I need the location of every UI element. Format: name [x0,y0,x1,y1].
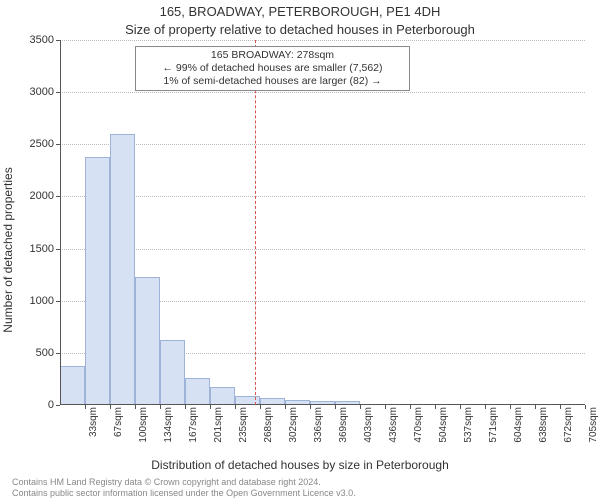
y-tick-label: 3500 [30,34,54,46]
histogram-bar [110,134,135,405]
x-tick-label: 436sqm [388,407,399,443]
x-tick-label: 638sqm [538,407,549,443]
chart-title-main: 165, BROADWAY, PETERBOROUGH, PE1 4DH [0,4,600,19]
grid-line [60,40,585,41]
x-tick-label: 470sqm [413,407,424,443]
annotation-line-2: ← 99% of detached houses are smaller (7,… [142,62,403,75]
x-tick-mark [535,405,536,409]
x-tick-mark [285,405,286,409]
x-tick-mark [410,405,411,409]
x-tick-mark [310,405,311,409]
annotation-line-1: 165 BROADWAY: 278sqm [142,49,403,62]
x-tick-mark [510,405,511,409]
y-tick-label: 2000 [30,190,54,202]
x-tick-mark [385,405,386,409]
x-tick-mark [85,405,86,409]
x-tick-label: 201sqm [213,407,224,443]
x-tick-mark [135,405,136,409]
grid-line [60,249,585,250]
x-tick-label: 100sqm [138,407,149,443]
y-tick-label: 3000 [30,86,54,98]
y-tick-label: 1000 [30,295,54,307]
x-tick-label: 268sqm [263,407,274,443]
x-tick-mark [235,405,236,409]
x-tick-mark [110,405,111,409]
histogram-bar [185,378,210,405]
x-tick-label: 167sqm [188,407,199,443]
x-tick-label: 571sqm [488,407,499,443]
x-tick-mark [460,405,461,409]
x-tick-label: 537sqm [463,407,474,443]
y-tick-label: 1500 [30,243,54,255]
y-axis-label: Number of detached properties [1,167,15,332]
annotation-line-3: 1% of semi-detached houses are larger (8… [142,75,403,88]
footer-attribution: Contains HM Land Registry data © Crown c… [0,477,600,498]
plot-area: 050010001500200025003000350033sqm67sqm10… [60,40,585,405]
histogram-bar [160,340,185,405]
x-tick-mark [260,405,261,409]
x-tick-mark [160,405,161,409]
x-tick-label: 336sqm [313,407,324,443]
x-tick-label: 705sqm [588,407,599,443]
histogram-bar [135,277,160,405]
y-tick-label: 2500 [30,138,54,150]
histogram-bar [210,387,235,405]
y-tick-label: 0 [48,399,54,411]
x-tick-mark [585,405,586,409]
footer-line-2: Contains public sector information licen… [12,488,600,498]
grid-line [60,92,585,93]
x-tick-label: 403sqm [363,407,374,443]
x-tick-label: 134sqm [163,407,174,443]
x-axis-label: Distribution of detached houses by size … [0,458,600,472]
x-tick-label: 33sqm [88,407,99,437]
histogram-bar [85,157,110,405]
x-tick-label: 67sqm [113,407,124,437]
y-tick-mark [56,405,60,406]
x-tick-label: 235sqm [238,407,249,443]
annotation-box: 165 BROADWAY: 278sqm← 99% of detached ho… [135,46,410,91]
x-tick-label: 672sqm [563,407,574,443]
grid-line [60,144,585,145]
chart-container: 165, BROADWAY, PETERBOROUGH, PE1 4DH Siz… [0,0,600,500]
reference-line [255,40,256,405]
x-tick-label: 504sqm [438,407,449,443]
x-tick-mark [360,405,361,409]
x-tick-label: 369sqm [338,407,349,443]
x-tick-mark [435,405,436,409]
x-tick-mark [485,405,486,409]
x-tick-mark [335,405,336,409]
y-axis-line [60,40,61,405]
grid-line [60,196,585,197]
x-tick-mark [185,405,186,409]
histogram-bar [60,366,85,405]
x-tick-label: 604sqm [513,407,524,443]
x-tick-mark [560,405,561,409]
footer-line-1: Contains HM Land Registry data © Crown c… [12,477,600,487]
x-tick-mark [210,405,211,409]
y-tick-label: 500 [36,347,54,359]
x-axis-line [60,404,585,405]
x-tick-label: 302sqm [288,407,299,443]
chart-title-sub: Size of property relative to detached ho… [0,22,600,37]
